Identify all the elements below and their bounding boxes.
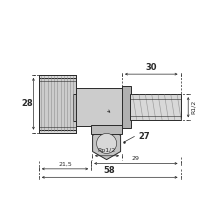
Bar bbox=[76, 88, 128, 126]
Bar bbox=[39, 130, 76, 133]
Bar bbox=[122, 86, 131, 128]
Text: 30: 30 bbox=[145, 63, 157, 72]
Text: 28: 28 bbox=[21, 99, 33, 108]
Text: 27: 27 bbox=[138, 132, 150, 141]
Text: 58: 58 bbox=[104, 166, 116, 175]
Bar bbox=[39, 75, 76, 78]
Polygon shape bbox=[93, 127, 121, 160]
Text: Rp1/2: Rp1/2 bbox=[98, 148, 116, 154]
Text: 29: 29 bbox=[132, 156, 140, 161]
Bar bbox=[39, 75, 76, 133]
Bar bbox=[130, 94, 180, 120]
Bar bbox=[91, 125, 122, 134]
Bar bbox=[73, 94, 82, 121]
Text: R1/2: R1/2 bbox=[191, 100, 196, 114]
Circle shape bbox=[97, 133, 117, 154]
Text: 21,5: 21,5 bbox=[58, 161, 72, 167]
